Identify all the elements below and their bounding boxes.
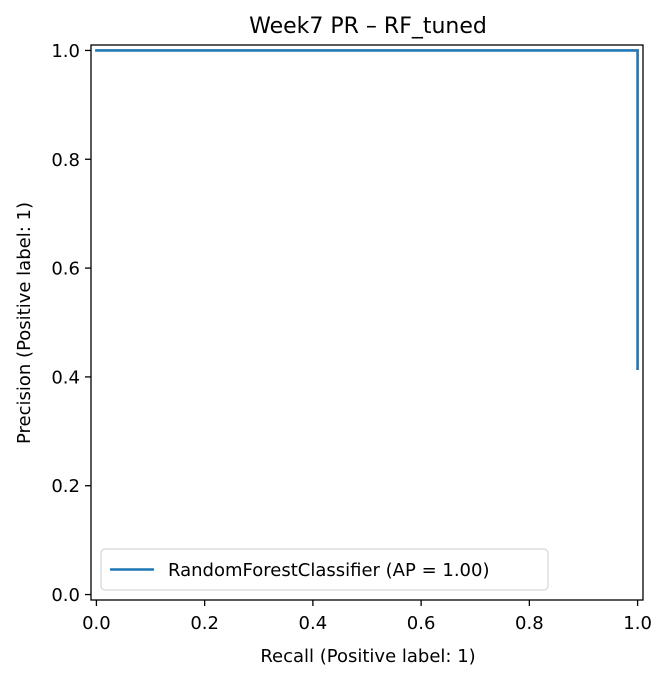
y-tick-label: 0.0 [51,585,80,606]
y-tick-label: 1.0 [51,41,80,62]
y-tick-label: 0.6 [51,259,80,280]
series-line-0 [95,49,639,371]
y-axis-label: Precision (Positive label: 1) [14,202,35,444]
y-tick-label: 0.8 [51,150,80,171]
plot-area [95,49,639,371]
x-tick-label: 0.6 [407,613,436,634]
axes: 0.0 0.2 0.4 0.6 0.8 1.0 0.0 0.2 0.4 0.6 0.8 1.0 [51,41,652,634]
x-tick-label: 0.8 [515,613,544,634]
legend-box [100,548,549,591]
y-tick-label: 0.2 [51,476,80,497]
legend-entry-0: RandomForestClassifier (AP = 1.00) [168,560,489,581]
legend: RandomForestClassifier (AP = 1.00) [100,548,549,591]
y-tick-label: 0.4 [51,367,80,388]
x-tick-label: 1.0 [623,613,652,634]
x-tick-label: 0.4 [299,613,328,634]
x-tick-label: 0.0 [82,613,111,634]
axes-frame [90,44,644,601]
chart-title: Week7 PR – RF_tuned [249,14,487,39]
x-axis-label: Recall (Positive label: 1) [260,646,475,667]
x-tick-label: 0.2 [190,613,219,634]
